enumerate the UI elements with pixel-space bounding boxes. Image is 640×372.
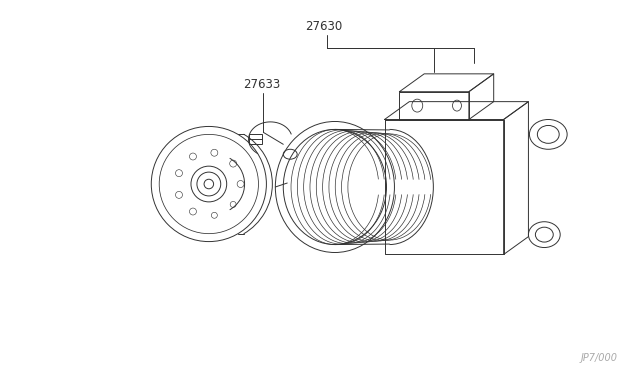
Text: 27630: 27630: [305, 20, 342, 33]
Text: JP7/000: JP7/000: [580, 353, 618, 363]
Bar: [248, 134, 262, 144]
Text: 27633: 27633: [244, 78, 281, 91]
